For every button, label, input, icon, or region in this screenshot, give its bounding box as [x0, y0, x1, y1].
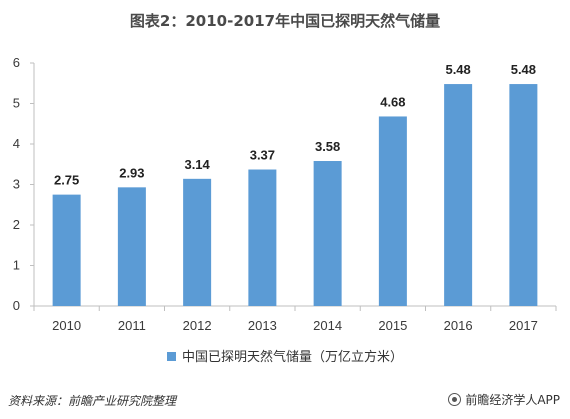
- x-tick-label: 2012: [183, 318, 212, 333]
- data-label: 5.48: [445, 62, 470, 77]
- brand-credit: 前瞻经济学人APP: [448, 391, 560, 408]
- y-tick-label: 1: [13, 258, 20, 273]
- y-tick-label: 4: [13, 136, 20, 151]
- data-label: 5.48: [511, 62, 536, 77]
- bar: [444, 84, 473, 306]
- data-label: 2.75: [54, 173, 79, 188]
- bar: [313, 161, 342, 306]
- brand-logo-icon: [448, 393, 462, 406]
- x-tick-label: 2014: [313, 318, 342, 333]
- bar: [248, 169, 277, 306]
- x-tick-label: 2013: [248, 318, 277, 333]
- brand-name: 前瞻经济学人APP: [465, 393, 560, 407]
- y-tick-label: 6: [13, 55, 20, 70]
- source-note: 资料来源：前瞻产业研究院整理: [8, 394, 177, 408]
- bar: [52, 194, 81, 306]
- y-tick-label: 5: [13, 96, 20, 111]
- data-label: 4.68: [380, 94, 405, 109]
- chart-title: 图表2：2010-2017年中国已探明天然气储量: [129, 12, 441, 30]
- bar: [183, 178, 212, 306]
- data-label: 3.58: [315, 139, 340, 154]
- y-tick-label: 3: [13, 177, 20, 192]
- x-tick-label: 2016: [444, 318, 473, 333]
- bar: [117, 187, 146, 306]
- data-label: 2.93: [119, 165, 144, 180]
- y-tick-label: 2: [13, 217, 20, 232]
- legend-label: 中国已探明天然气储量（万亿立方米）: [181, 350, 403, 365]
- bar-chart: 0 1 2 3 4 5 6 2.75 2010 2.93 2011 3.14 2012 3.37 2013 3…: [13, 55, 557, 333]
- x-tick-label: 2010: [52, 318, 81, 333]
- x-tick-label: 2015: [378, 318, 407, 333]
- legend-swatch: [166, 352, 176, 361]
- x-tick-label: 2011: [118, 318, 146, 333]
- data-label: 3.37: [250, 148, 275, 163]
- bar: [509, 84, 538, 306]
- legend: 中国已探明天然气储量（万亿立方米）: [0, 346, 570, 365]
- y-tick-label: 0: [13, 298, 20, 313]
- x-tick-label: 2017: [509, 318, 538, 333]
- bar: [378, 116, 407, 307]
- data-label: 3.14: [184, 157, 210, 172]
